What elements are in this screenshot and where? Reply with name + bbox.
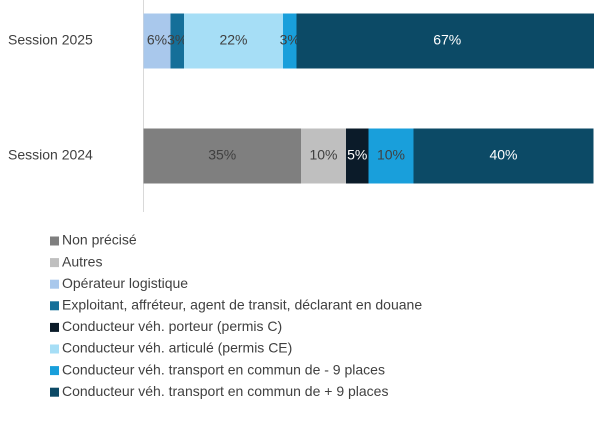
data-label: 10% [377, 147, 405, 163]
legend-swatch [50, 387, 59, 397]
legend-label: Conducteur véh. porteur (permis C) [62, 318, 282, 334]
bar-segment [413, 128, 594, 184]
legend-label: Conducteur véh. articulé (permis CE) [62, 340, 292, 356]
data-label: 40% [489, 147, 517, 163]
legend-swatch [50, 322, 59, 332]
data-label: 22% [219, 32, 247, 48]
bar-segment [346, 128, 369, 184]
data-label: 10% [309, 147, 337, 163]
data-label: 5% [347, 147, 367, 163]
legend-label: Non précisé [62, 232, 137, 248]
legend-label: Conducteur véh. transport en commun de -… [62, 361, 385, 377]
legend-label: Exploitant, affréteur, agent de transit,… [62, 297, 422, 313]
category-label: Session 2025 [8, 32, 93, 48]
bar-segment [296, 13, 594, 69]
category-label: Session 2024 [8, 147, 93, 163]
legend-swatch [50, 301, 59, 311]
legend-swatch [50, 236, 59, 246]
data-label: 35% [208, 147, 236, 163]
bar-segment [283, 13, 297, 69]
bar-segment [143, 13, 171, 69]
bar-segment [368, 128, 414, 184]
data-label: 3% [167, 32, 187, 48]
bar-segment [301, 128, 346, 184]
legend-label: Autres [62, 253, 102, 269]
data-label: 3% [280, 32, 300, 48]
data-label: 67% [433, 32, 461, 48]
legend-swatch [50, 366, 59, 376]
legend-swatch [50, 258, 59, 268]
legend-swatch [50, 279, 59, 289]
legend-label: Conducteur véh. transport en commun de +… [62, 383, 388, 399]
legend-swatch [50, 344, 59, 354]
legend-label: Opérateur logistique [62, 275, 188, 291]
bar-segment [143, 128, 301, 184]
bar-segment [170, 13, 184, 69]
data-label: 6% [147, 32, 167, 48]
bar-segment [184, 13, 283, 69]
